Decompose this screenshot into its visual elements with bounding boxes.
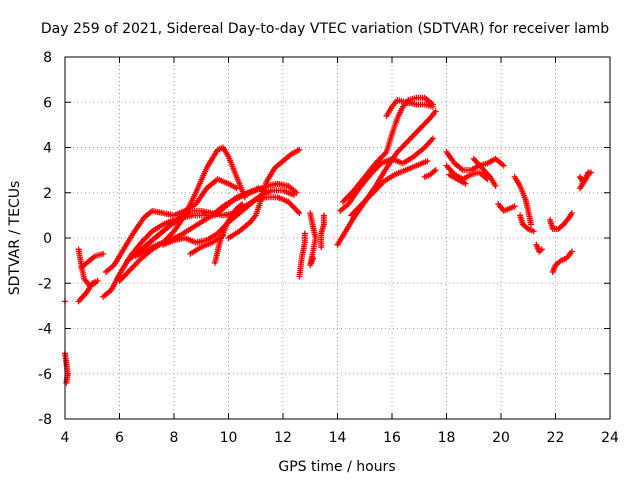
data-point xyxy=(568,210,575,217)
series-trace-24 xyxy=(421,167,439,180)
data-point xyxy=(301,230,308,237)
y-tick-label: -2 xyxy=(38,276,52,292)
series-trace-23 xyxy=(383,96,436,119)
data-point xyxy=(527,221,534,228)
series-trace-33 xyxy=(547,210,575,232)
x-tick-label: 18 xyxy=(438,430,456,446)
data-point xyxy=(429,135,436,142)
y-tick-label: 8 xyxy=(43,50,52,66)
data-point xyxy=(424,158,431,165)
data-point xyxy=(290,192,297,199)
x-tick-label: 4 xyxy=(61,430,70,446)
data-point xyxy=(63,379,70,386)
data-point xyxy=(538,246,545,253)
data-point xyxy=(462,180,469,187)
chart-title: Day 259 of 2021, Sidereal Day-to-day VTE… xyxy=(41,21,609,37)
y-tick-label: 4 xyxy=(43,141,52,157)
x-axis-label: GPS time / hours xyxy=(278,459,395,475)
series-trace-20 xyxy=(337,135,436,214)
data-point xyxy=(296,210,303,217)
x-tick-label: 8 xyxy=(170,430,179,446)
series-trace-02 xyxy=(62,350,71,386)
series-trace-27 xyxy=(446,171,469,187)
series-trace-18 xyxy=(318,212,327,251)
x-tick-label: 14 xyxy=(329,430,347,446)
data-point xyxy=(239,201,246,208)
data-point xyxy=(296,146,303,153)
data-point xyxy=(500,162,507,169)
data-point xyxy=(568,248,575,255)
x-tick-label: 6 xyxy=(115,430,124,446)
y-tick-label: 0 xyxy=(43,231,52,247)
data-point xyxy=(511,203,518,210)
series-trace-15 xyxy=(225,146,303,241)
data-point xyxy=(432,108,439,115)
x-tick-label: 24 xyxy=(601,430,619,446)
y-tick-label: -4 xyxy=(38,322,52,338)
x-tick-label: 22 xyxy=(547,430,565,446)
series-trace-17 xyxy=(307,210,319,269)
y-tick-label: 2 xyxy=(43,186,52,202)
series-trace-31 xyxy=(517,212,537,235)
y-axis-label: SDTVAR / TECUs xyxy=(7,181,23,296)
series-trace-07 xyxy=(102,176,240,275)
data-point xyxy=(492,182,499,189)
x-tick-label: 16 xyxy=(383,430,401,446)
series-trace-05 xyxy=(78,250,107,271)
series-trace-29 xyxy=(495,201,518,214)
data-points xyxy=(62,94,594,386)
x-tick-label: 10 xyxy=(220,430,238,446)
y-tick-label: 6 xyxy=(43,95,52,111)
series-trace-22 xyxy=(348,158,431,219)
series-trace-21 xyxy=(339,94,436,205)
data-point xyxy=(429,103,436,110)
series-trace-32 xyxy=(533,241,545,255)
series-trace-14 xyxy=(211,201,246,266)
data-point xyxy=(100,250,107,257)
data-point xyxy=(94,277,101,284)
data-point xyxy=(432,167,439,174)
data-point xyxy=(585,169,592,176)
series-trace-04 xyxy=(75,277,101,305)
series-trace-06 xyxy=(100,216,177,300)
plot-frame xyxy=(64,56,611,420)
data-point xyxy=(309,255,316,262)
y-tick-label: -6 xyxy=(38,367,52,383)
series-trace-16 xyxy=(296,230,308,280)
data-point xyxy=(320,212,327,219)
x-tick-label: 20 xyxy=(492,430,510,446)
series-trace-30 xyxy=(511,173,534,228)
series-trace-34 xyxy=(549,248,575,275)
x-tick-label: 12 xyxy=(274,430,292,446)
y-tick-label: -8 xyxy=(38,412,52,428)
series-trace-28 xyxy=(470,155,499,189)
data-point xyxy=(530,228,537,235)
series-trace-36 xyxy=(577,169,592,185)
